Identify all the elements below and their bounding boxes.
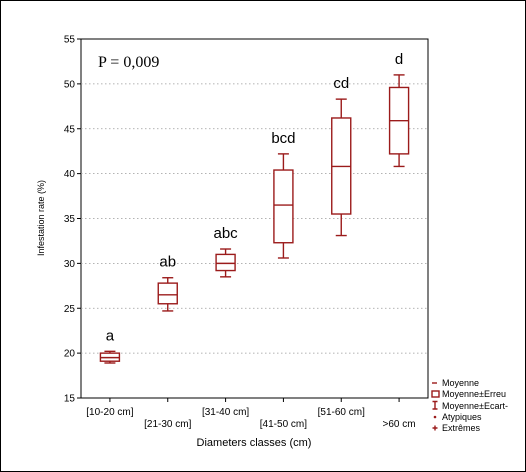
legend-label-moyenne-ecart: Moyenne±Ecart- [442,401,508,411]
group-letter: bcd [271,130,295,147]
group-letter: cd [333,75,349,92]
box-group [273,153,294,259]
box [273,169,294,244]
legend-outlier-symbol [433,415,437,419]
y-tick-label: 20 [64,349,76,360]
legend: Moyenne Moyenne±Erreu Moyenne±Ecart- Aty… [431,378,508,433]
x-tick-label: [41-50 cm] [260,419,307,430]
x-tick-label: >60 cm [383,419,416,430]
group-letter: d [395,51,403,68]
y-axis-ticks: 15 20 25 30 35 40 45 50 55 [64,35,81,405]
box-group [99,350,121,364]
legend-item-moyenne: Moyenne [432,378,479,388]
group-letter: ab [159,254,176,271]
group-letter: abc [213,225,238,242]
y-tick-label: 45 [64,124,76,135]
legend-label-atypiques: Atypiques [442,412,482,422]
box-group [157,277,178,312]
box-series [99,74,410,364]
x-tick-label: [51-60 cm] [318,407,365,418]
box-group [388,74,410,168]
box [215,253,236,272]
y-axis-title: Infestation rate (%) [36,180,46,256]
y-tick-label: 30 [64,259,76,270]
y-tick-label: 25 [64,304,76,315]
x-tick-label: [21-30 cm] [144,419,191,430]
legend-item-moyenne-erreur: Moyenne±Erreu [431,389,506,399]
grid-lines [81,83,428,354]
box [157,282,178,305]
x-tick-label: [10-20 cm] [86,407,133,418]
x-axis-ticks: [10-20 cm] [21-30 cm] [31-40 cm] [41-50 cm]… [86,398,416,430]
box-group [331,98,352,237]
legend-box-symbol [431,390,440,398]
p-value-annotation: P = 0,009 [98,54,159,71]
x-tick-label: [31-40 cm] [202,407,249,418]
y-tick-label: 40 [64,169,76,180]
y-tick-label: 55 [64,35,76,46]
y-tick-label: 35 [64,214,76,225]
y-tick-label: 15 [64,394,76,405]
x-axis-title: Diameters classes (cm) [197,437,312,449]
legend-item-moyenne-ecart: Moyenne±Ecart- [432,400,508,411]
group-letters: a ab abc bcd cd d [106,51,404,344]
legend-item-extremes: Extrêmes [432,423,481,433]
legend-whisker-symbol [432,400,438,410]
box-group [215,248,236,278]
legend-item-atypiques: Atypiques [433,412,482,422]
legend-label-moyenne-erreur: Moyenne±Erreu [442,389,506,399]
legend-extreme-symbol [432,425,438,431]
y-tick-label: 50 [64,79,76,90]
legend-label-moyenne: Moyenne [442,378,479,388]
legend-label-extremes: Extrêmes [442,423,481,433]
group-letter: a [106,327,115,344]
